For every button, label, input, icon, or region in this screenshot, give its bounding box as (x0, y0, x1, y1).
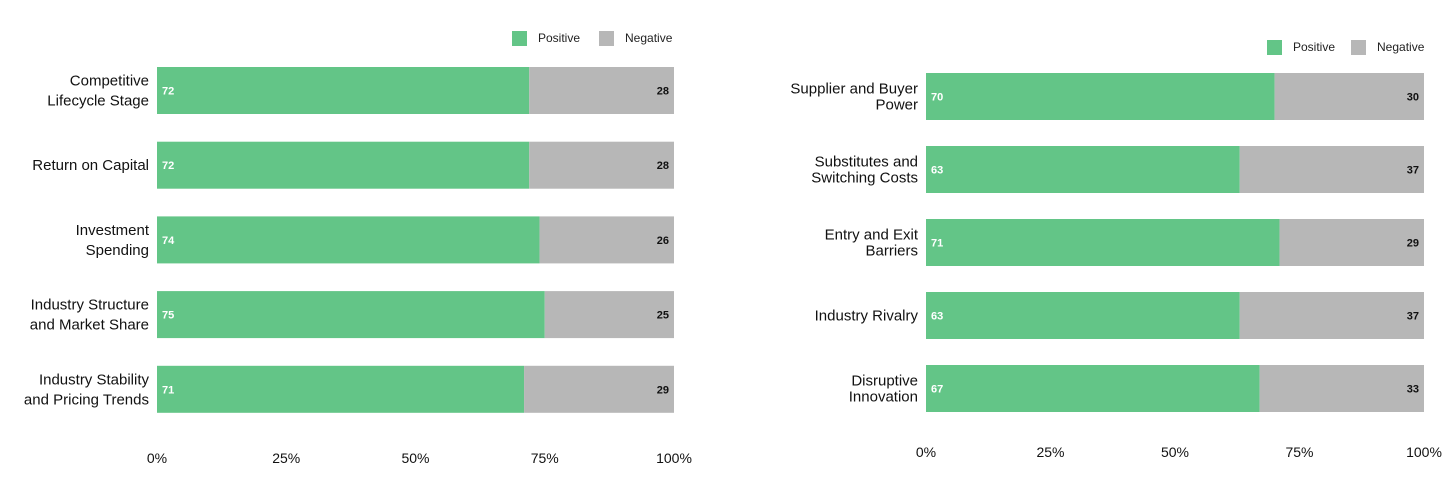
left-x-tick-3: 75% (531, 450, 559, 466)
right-category-label-2: Entry and Exit Barriers (825, 227, 919, 260)
left-legend-swatch-positive (512, 31, 527, 46)
left-x-tick-4: 100% (656, 450, 692, 466)
right-x-tick-3: 75% (1285, 444, 1313, 460)
right-bar-positive-1 (926, 146, 1240, 193)
left-value-positive-0: 72 (162, 86, 174, 98)
left-bar-positive-4 (157, 365, 525, 413)
left-category-label-1: Return on Capital (32, 157, 149, 174)
left-x-tick-1: 25% (272, 450, 300, 466)
left-value-negative-2: 26 (657, 235, 669, 247)
right-value-positive-0: 70 (931, 92, 943, 104)
left-bar-negative-3 (544, 291, 674, 339)
left-value-positive-2: 74 (162, 235, 175, 247)
chart-right: Positive Negative 70 30 Supplier and Buyer Po… (728, 0, 1456, 482)
left-legend-label-negative: Negative (625, 31, 673, 45)
right-value-negative-0: 30 (1407, 92, 1419, 104)
right-value-negative-4: 33 (1407, 384, 1419, 396)
right-category-label-0: Supplier and Buyer Power (790, 81, 918, 114)
left-bar-negative-2 (539, 216, 674, 264)
chart-right-svg: Positive Negative 70 30 Supplier and Buyer Po… (790, 40, 1442, 460)
right-legend-swatch-positive (1267, 40, 1282, 55)
left-category-label-4: Industry Stability and Pricing Trends (24, 371, 150, 408)
left-bar-negative-4 (524, 365, 674, 413)
left-category-label-3: Industry Structure and Market Share (30, 297, 149, 334)
right-value-positive-3: 63 (931, 311, 943, 323)
right-bar-positive-4 (926, 365, 1260, 412)
right-value-positive-4: 67 (931, 384, 943, 396)
right-bar-negative-2 (1279, 219, 1424, 266)
left-legend-label-positive: Positive (538, 31, 580, 45)
right-x-tick-2: 50% (1161, 444, 1189, 460)
left-bar-positive-2 (157, 216, 540, 264)
left-x-tick-2: 50% (401, 450, 429, 466)
right-legend-label-negative: Negative (1377, 40, 1425, 54)
right-category-label-1: Substitutes and Switching Costs (811, 154, 918, 187)
right-bar-positive-0 (926, 73, 1275, 120)
right-bar-negative-1 (1239, 146, 1424, 193)
left-x-tick-0: 0% (147, 450, 167, 466)
right-bar-negative-4 (1259, 365, 1424, 412)
left-bar-negative-1 (529, 141, 674, 189)
right-category-label-4: Disruptive Innovation (849, 373, 918, 406)
right-bar-positive-2 (926, 219, 1280, 266)
right-x-tick-0: 0% (916, 444, 936, 460)
chart-left-svg: Positive Negative 72 28 Competitive Lifecycle… (24, 31, 692, 466)
left-value-negative-3: 25 (657, 310, 669, 322)
left-bar-negative-0 (529, 67, 674, 114)
left-category-label-2: Investment Spending (76, 222, 150, 259)
right-value-negative-1: 37 (1407, 165, 1419, 177)
left-value-positive-3: 75 (162, 310, 174, 322)
left-legend-swatch-negative (599, 31, 614, 46)
chart-left: Positive Negative 72 28 Competitive Lifecycle… (0, 0, 720, 482)
right-value-positive-1: 63 (931, 165, 943, 177)
right-category-label-3: Industry Rivalry (815, 308, 919, 325)
left-bar-positive-1 (157, 141, 530, 189)
right-bar-negative-0 (1274, 73, 1424, 120)
left-value-positive-1: 72 (162, 160, 174, 172)
right-value-negative-2: 29 (1407, 238, 1419, 250)
left-value-negative-0: 28 (657, 86, 669, 98)
left-bar-positive-3 (157, 291, 545, 339)
right-x-tick-1: 25% (1036, 444, 1064, 460)
right-legend-swatch-negative (1351, 40, 1366, 55)
left-value-negative-4: 29 (657, 384, 669, 396)
right-bar-positive-3 (926, 292, 1240, 339)
left-value-negative-1: 28 (657, 160, 669, 172)
right-legend-label-positive: Positive (1293, 40, 1335, 54)
right-value-negative-3: 37 (1407, 311, 1419, 323)
left-bar-positive-0 (157, 67, 530, 114)
right-x-tick-4: 100% (1406, 444, 1442, 460)
right-value-positive-2: 71 (931, 238, 943, 250)
right-bar-negative-3 (1239, 292, 1424, 339)
left-category-label-0: Competitive Lifecycle Stage (47, 73, 149, 110)
left-value-positive-4: 71 (162, 384, 174, 396)
